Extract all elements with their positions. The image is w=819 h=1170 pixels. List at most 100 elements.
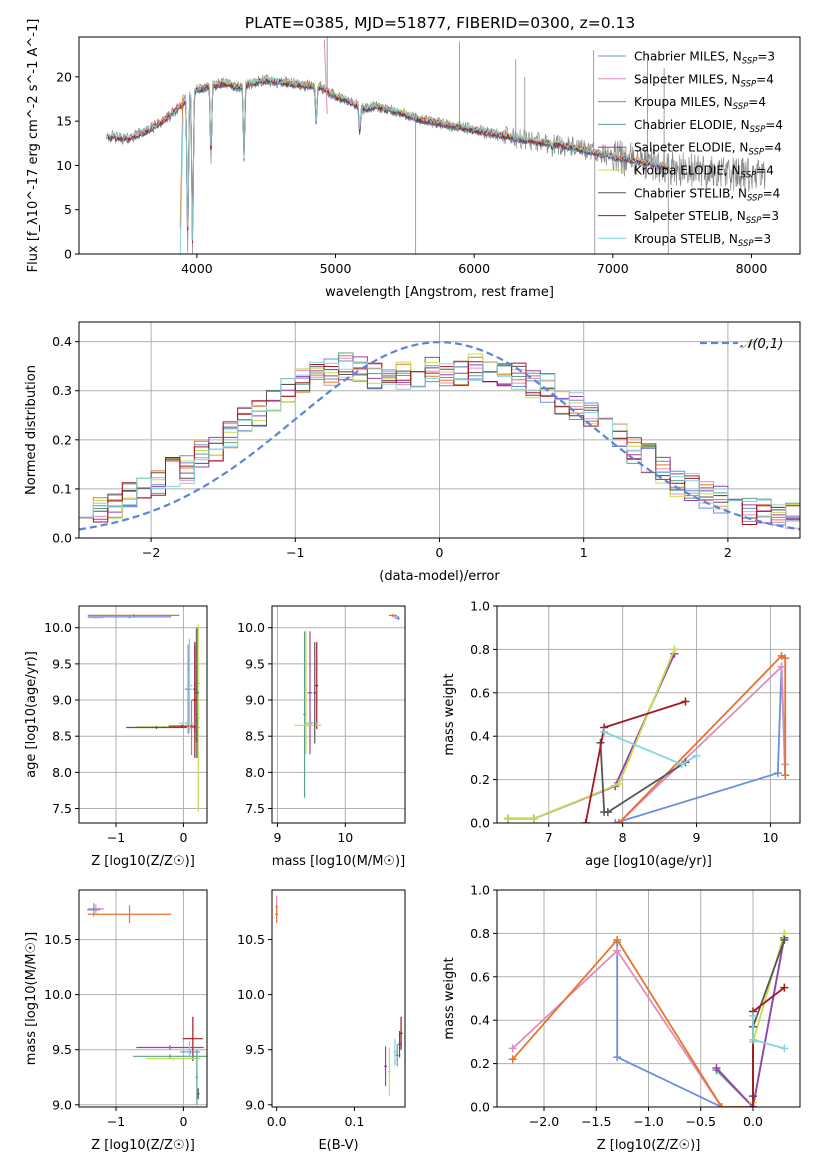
- y-tick-label: 0.2: [470, 772, 490, 787]
- series-marker: [773, 769, 782, 778]
- plot-area: [87, 903, 207, 1105]
- x-tick-label: 7000: [597, 261, 629, 276]
- axes: −2.0 −1.5 −1.0 −0.5 0.0 0.0 0.2 0.4 0.6 0.8 1.0: [470, 883, 763, 1130]
- x-tick-label: 2: [724, 545, 732, 560]
- y-tick-label: 10.0: [44, 987, 72, 1002]
- grid-lines: [272, 606, 405, 823]
- x-tick-label: −0.5: [686, 1114, 716, 1129]
- y-tick-label: 9.5: [245, 656, 265, 671]
- legend-label: Salpeter MILES, NSSP=4: [634, 72, 774, 89]
- series-marker: [780, 1044, 789, 1053]
- mass-weight-vs-metallicity-panel: −2.0 −1.5 −1.0 −0.5 0.0 0.0 0.2 0.4 0.6 0.8 1.0 Z […: [442, 883, 801, 1153]
- y-tick-label: 0.6: [470, 969, 490, 984]
- error-bar-point: [187, 1040, 192, 1059]
- x-tick-label: −2: [142, 545, 160, 560]
- error-bar-point: [315, 642, 319, 729]
- y-tick-label: 9.0: [52, 1097, 72, 1112]
- series-line: [512, 938, 753, 1107]
- series-marker: [613, 946, 622, 955]
- y-axis-label: mass [log10(M/M☉)]: [24, 932, 39, 1065]
- x-tick-label: −1: [107, 830, 125, 845]
- axes: 7 8 9 10 0.0 0.2 0.4 0.6 0.8 1.0: [470, 599, 778, 846]
- error-bar-point: [384, 1046, 388, 1087]
- x-tick-label: 8000: [736, 261, 768, 276]
- series: [613, 938, 757, 1107]
- x-tick-label: 0.0: [267, 1114, 287, 1129]
- error-bar-point: [87, 613, 180, 617]
- y-tick-label: 8.5: [245, 729, 265, 744]
- error-bar-point: [87, 616, 104, 620]
- y-tick-label: 7.5: [52, 801, 72, 816]
- error-bar-point: [307, 631, 313, 755]
- grid-lines: [79, 890, 207, 1107]
- y-tick-label: 8.0: [52, 765, 72, 780]
- series: [748, 1011, 789, 1053]
- error-bar-point: [275, 905, 279, 924]
- model-spectrum: [182, 76, 586, 227]
- x-tick-label: 0: [179, 830, 187, 845]
- series-marker: [777, 662, 786, 671]
- model-edge: [323, 39, 328, 115]
- y-tick-label: 0.4: [52, 334, 72, 349]
- plot-area: [294, 613, 401, 798]
- series: [581, 697, 690, 823]
- series-line: [616, 942, 753, 1107]
- series: [600, 727, 701, 769]
- x-tick-label: −1.0: [633, 1114, 663, 1129]
- y-tick-label: 10.5: [237, 932, 265, 947]
- y-tick-label: 10.5: [44, 932, 72, 947]
- axes-frame: [78, 36, 801, 255]
- series-marker: [508, 1044, 517, 1053]
- axes: 0.0 0.1 9.0 9.5 10.0 10.5: [237, 932, 364, 1129]
- x-tick-label: 9: [693, 830, 701, 845]
- series-marker: [780, 935, 789, 944]
- x-tick-label: 0.1: [344, 1114, 364, 1129]
- y-tick-label: 0.6: [470, 685, 490, 700]
- gaussian-curve: [79, 341, 800, 531]
- axes: −1 0 9.0 9.5 10.0 10.5: [44, 932, 187, 1129]
- series-marker: [692, 751, 701, 760]
- y-axis-label: Flux [f_λ10^-17 erg cm^-2 s^-1 A^-1]: [26, 19, 41, 273]
- error-bar-point: [136, 1045, 204, 1050]
- y-tick-label: 10.0: [237, 987, 265, 1002]
- legend-label: Chabrier ELODIE, NSSP=4: [634, 118, 783, 135]
- y-tick-label: 7.5: [245, 801, 265, 816]
- series-line: [512, 949, 753, 1107]
- plot-area: [508, 929, 789, 1107]
- series-marker: [748, 1103, 757, 1107]
- x-axis-label: Z [log10(Z/Z☉)]: [597, 1138, 701, 1153]
- error-bar-point: [313, 642, 317, 744]
- mass-weight-vs-age-panel: 7 8 9 10 0.0 0.2 0.4 0.6 0.8 1.0 age [log10(age/yr…: [442, 599, 801, 869]
- plot-area: [106, 37, 766, 254]
- axes-frame: [496, 605, 801, 824]
- axes: 9 10 7.5 8.0 8.5 9.0 9.5 10.0: [237, 620, 353, 845]
- legend-label: Chabrier STELIB, NSSP=4: [634, 186, 780, 203]
- series-line: [618, 664, 787, 823]
- series: [508, 935, 757, 1107]
- legend: Chabrier MILES, NSSP=3 Salpeter MILES, NS…: [598, 50, 783, 249]
- error-bar-point: [388, 613, 397, 617]
- error-bar-point: [126, 726, 187, 729]
- age-vs-mass-panel: 9 10 7.5 8.0 8.5 9.0 9.5 10.0 mass [log10(M/M☉)]: [237, 605, 406, 869]
- series-marker: [681, 697, 690, 706]
- series-line: [715, 937, 786, 1107]
- legend-label: Kroupa MILES, NSSP=4: [634, 95, 766, 112]
- y-axis-label: mass weight: [442, 673, 457, 755]
- series-marker: [600, 727, 609, 736]
- y-tick-label: 0.1: [52, 481, 72, 496]
- y-tick-label: 8.5: [52, 729, 72, 744]
- x-axis-label: age [log10(age/yr)]: [585, 854, 712, 869]
- series-line: [599, 742, 686, 813]
- x-tick-label: 0.0: [743, 1114, 763, 1129]
- y-axis-label: mass weight: [442, 957, 457, 1039]
- series: [614, 651, 790, 823]
- grid-lines: [79, 606, 207, 823]
- legend-label: 𝒩(0,1): [740, 337, 783, 352]
- plot-area: [275, 895, 403, 1096]
- y-tick-label: 1.0: [470, 599, 490, 614]
- error-bar-point: [303, 631, 306, 798]
- y-tick-label: 9.0: [245, 1097, 265, 1112]
- series-marker: [781, 654, 790, 663]
- axes-frame: [271, 605, 406, 824]
- series-marker: [603, 808, 612, 817]
